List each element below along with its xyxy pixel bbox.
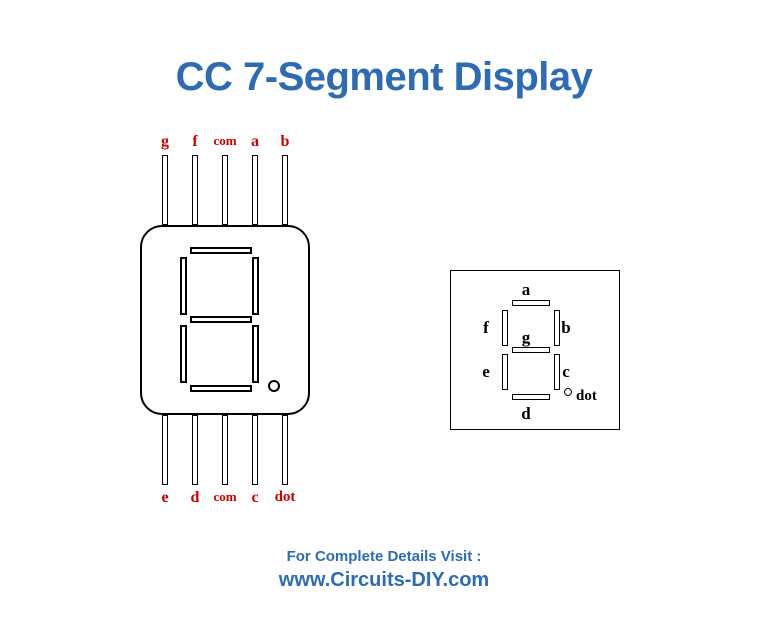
top-pin-line-3 — [252, 155, 258, 225]
footer: For Complete Details Visit : www.Circuit… — [0, 548, 768, 592]
legend-segment-e — [502, 354, 508, 390]
bottom-pin-label-dot: dot — [265, 489, 305, 506]
legend-segment-f — [502, 310, 508, 346]
segment-f — [180, 257, 187, 315]
page-title: CC 7-Segment Display — [0, 55, 768, 100]
footer-line2: www.Circuits-DIY.com — [0, 569, 768, 592]
top-pin-line-2 — [222, 155, 228, 225]
legend-dot — [564, 388, 572, 396]
legend-label-e: e — [476, 362, 496, 382]
legend-label-a: a — [516, 280, 536, 300]
top-pin-line-1 — [192, 155, 198, 225]
top-pin-label-b: b — [265, 133, 305, 151]
legend-segment-d — [512, 394, 550, 400]
top-pin-line-4 — [282, 155, 288, 225]
legend-label-d: d — [516, 404, 536, 424]
bottom-pin-line-2 — [222, 415, 228, 485]
bottom-pin-line-1 — [192, 415, 198, 485]
component-dot — [268, 380, 280, 392]
segment-e — [180, 325, 187, 383]
legend-label-b: b — [556, 318, 576, 338]
bottom-pin-line-0 — [162, 415, 168, 485]
legend-label-g: g — [516, 328, 536, 348]
legend-segment-a — [512, 300, 550, 306]
bottom-pin-line-3 — [252, 415, 258, 485]
footer-line1: For Complete Details Visit : — [0, 548, 768, 565]
top-pin-line-0 — [162, 155, 168, 225]
segment-b — [252, 257, 259, 315]
title-text: CC 7-Segment Display — [176, 55, 593, 99]
segment-g — [190, 316, 252, 323]
page-root: CC 7-Segment Display gfcomabedcomcdot ab… — [0, 0, 768, 632]
legend-label-c: c — [556, 362, 576, 382]
bottom-pin-line-4 — [282, 415, 288, 485]
segment-d — [190, 385, 252, 392]
legend-label-f: f — [476, 318, 496, 338]
segment-c — [252, 325, 259, 383]
segment-a — [190, 247, 252, 254]
legend-label-dot: dot — [576, 388, 616, 405]
